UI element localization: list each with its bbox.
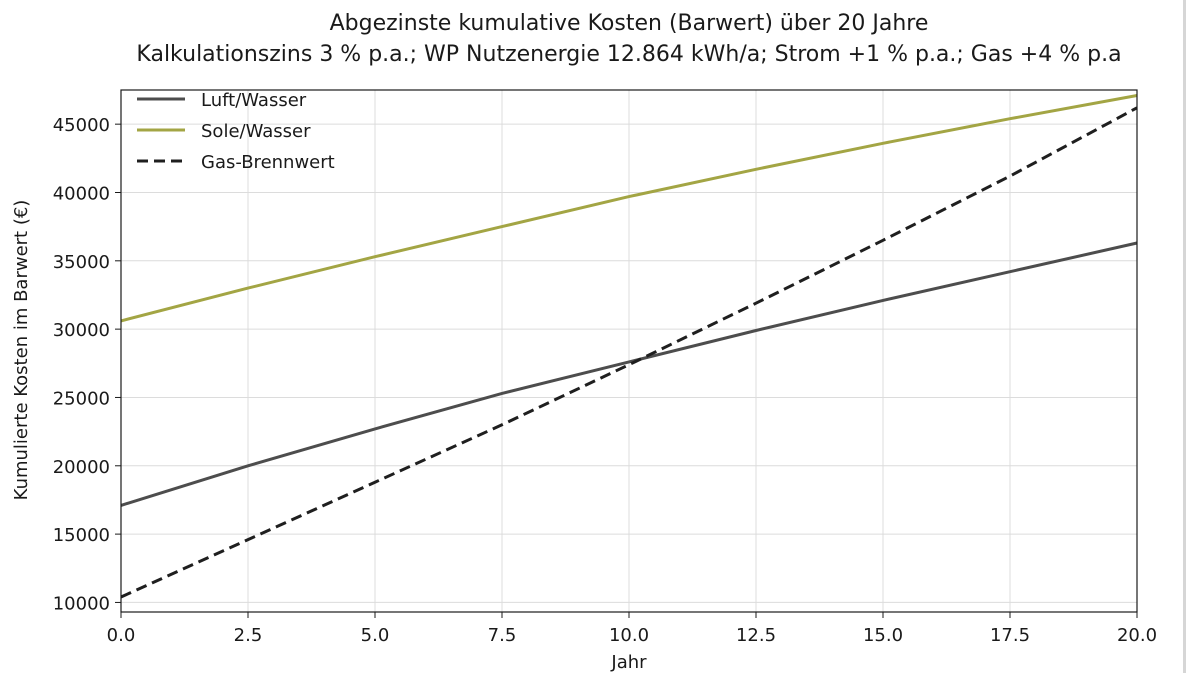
- series-group: [120, 94, 1138, 599]
- legend-entry-label: Luft/Wasser: [201, 90, 307, 111]
- chart-title: Abgezinste kumulative Kosten (Barwert) ü…: [330, 11, 929, 36]
- y-tick-label: 15000: [53, 525, 110, 546]
- y-axis-label: Kumulierte Kosten im Barwert (€): [11, 200, 32, 501]
- y-tick-label: 40000: [53, 183, 110, 204]
- x-tick-label: 10.0: [609, 625, 649, 646]
- x-axis-label: Jahr: [610, 652, 647, 673]
- y-tick-label: 10000: [53, 593, 110, 614]
- series-line: [120, 94, 1138, 323]
- chart-subtitle: Kalkulationszins 3 % p.a.; WP Nutzenergi…: [136, 42, 1121, 67]
- x-tick-label: 5.0: [361, 625, 390, 646]
- x-tick-label: 17.5: [990, 625, 1030, 646]
- legend: Luft/Wasser Sole/Wasser Gas-Brennwert: [137, 90, 335, 173]
- y-tick-label: 25000: [53, 388, 110, 409]
- x-tick-label: 20.0: [1117, 625, 1157, 646]
- y-tick-label: 45000: [53, 115, 110, 136]
- y-tick-label: 20000: [53, 457, 110, 478]
- x-tick-label: 12.5: [736, 625, 776, 646]
- window-edge: [1183, 0, 1186, 673]
- legend-entry-label: Sole/Wasser: [201, 121, 311, 142]
- tick-group: 0.0 2.5 5.0 7.5 10.0 12.5 15.0 17.5 20.0 10000 150…: [53, 115, 1157, 646]
- x-tick-label: 2.5: [234, 625, 263, 646]
- x-tick-label: 15.0: [863, 625, 903, 646]
- x-tick-label: 0.0: [107, 625, 136, 646]
- legend-entry-label: Gas-Brennwert: [201, 152, 335, 173]
- y-tick-label: 30000: [53, 320, 110, 341]
- x-tick-label: 7.5: [488, 625, 517, 646]
- y-tick-label: 35000: [53, 252, 110, 273]
- series-line: [120, 241, 1138, 507]
- series-line: [120, 106, 1138, 599]
- grid: [120, 90, 1138, 612]
